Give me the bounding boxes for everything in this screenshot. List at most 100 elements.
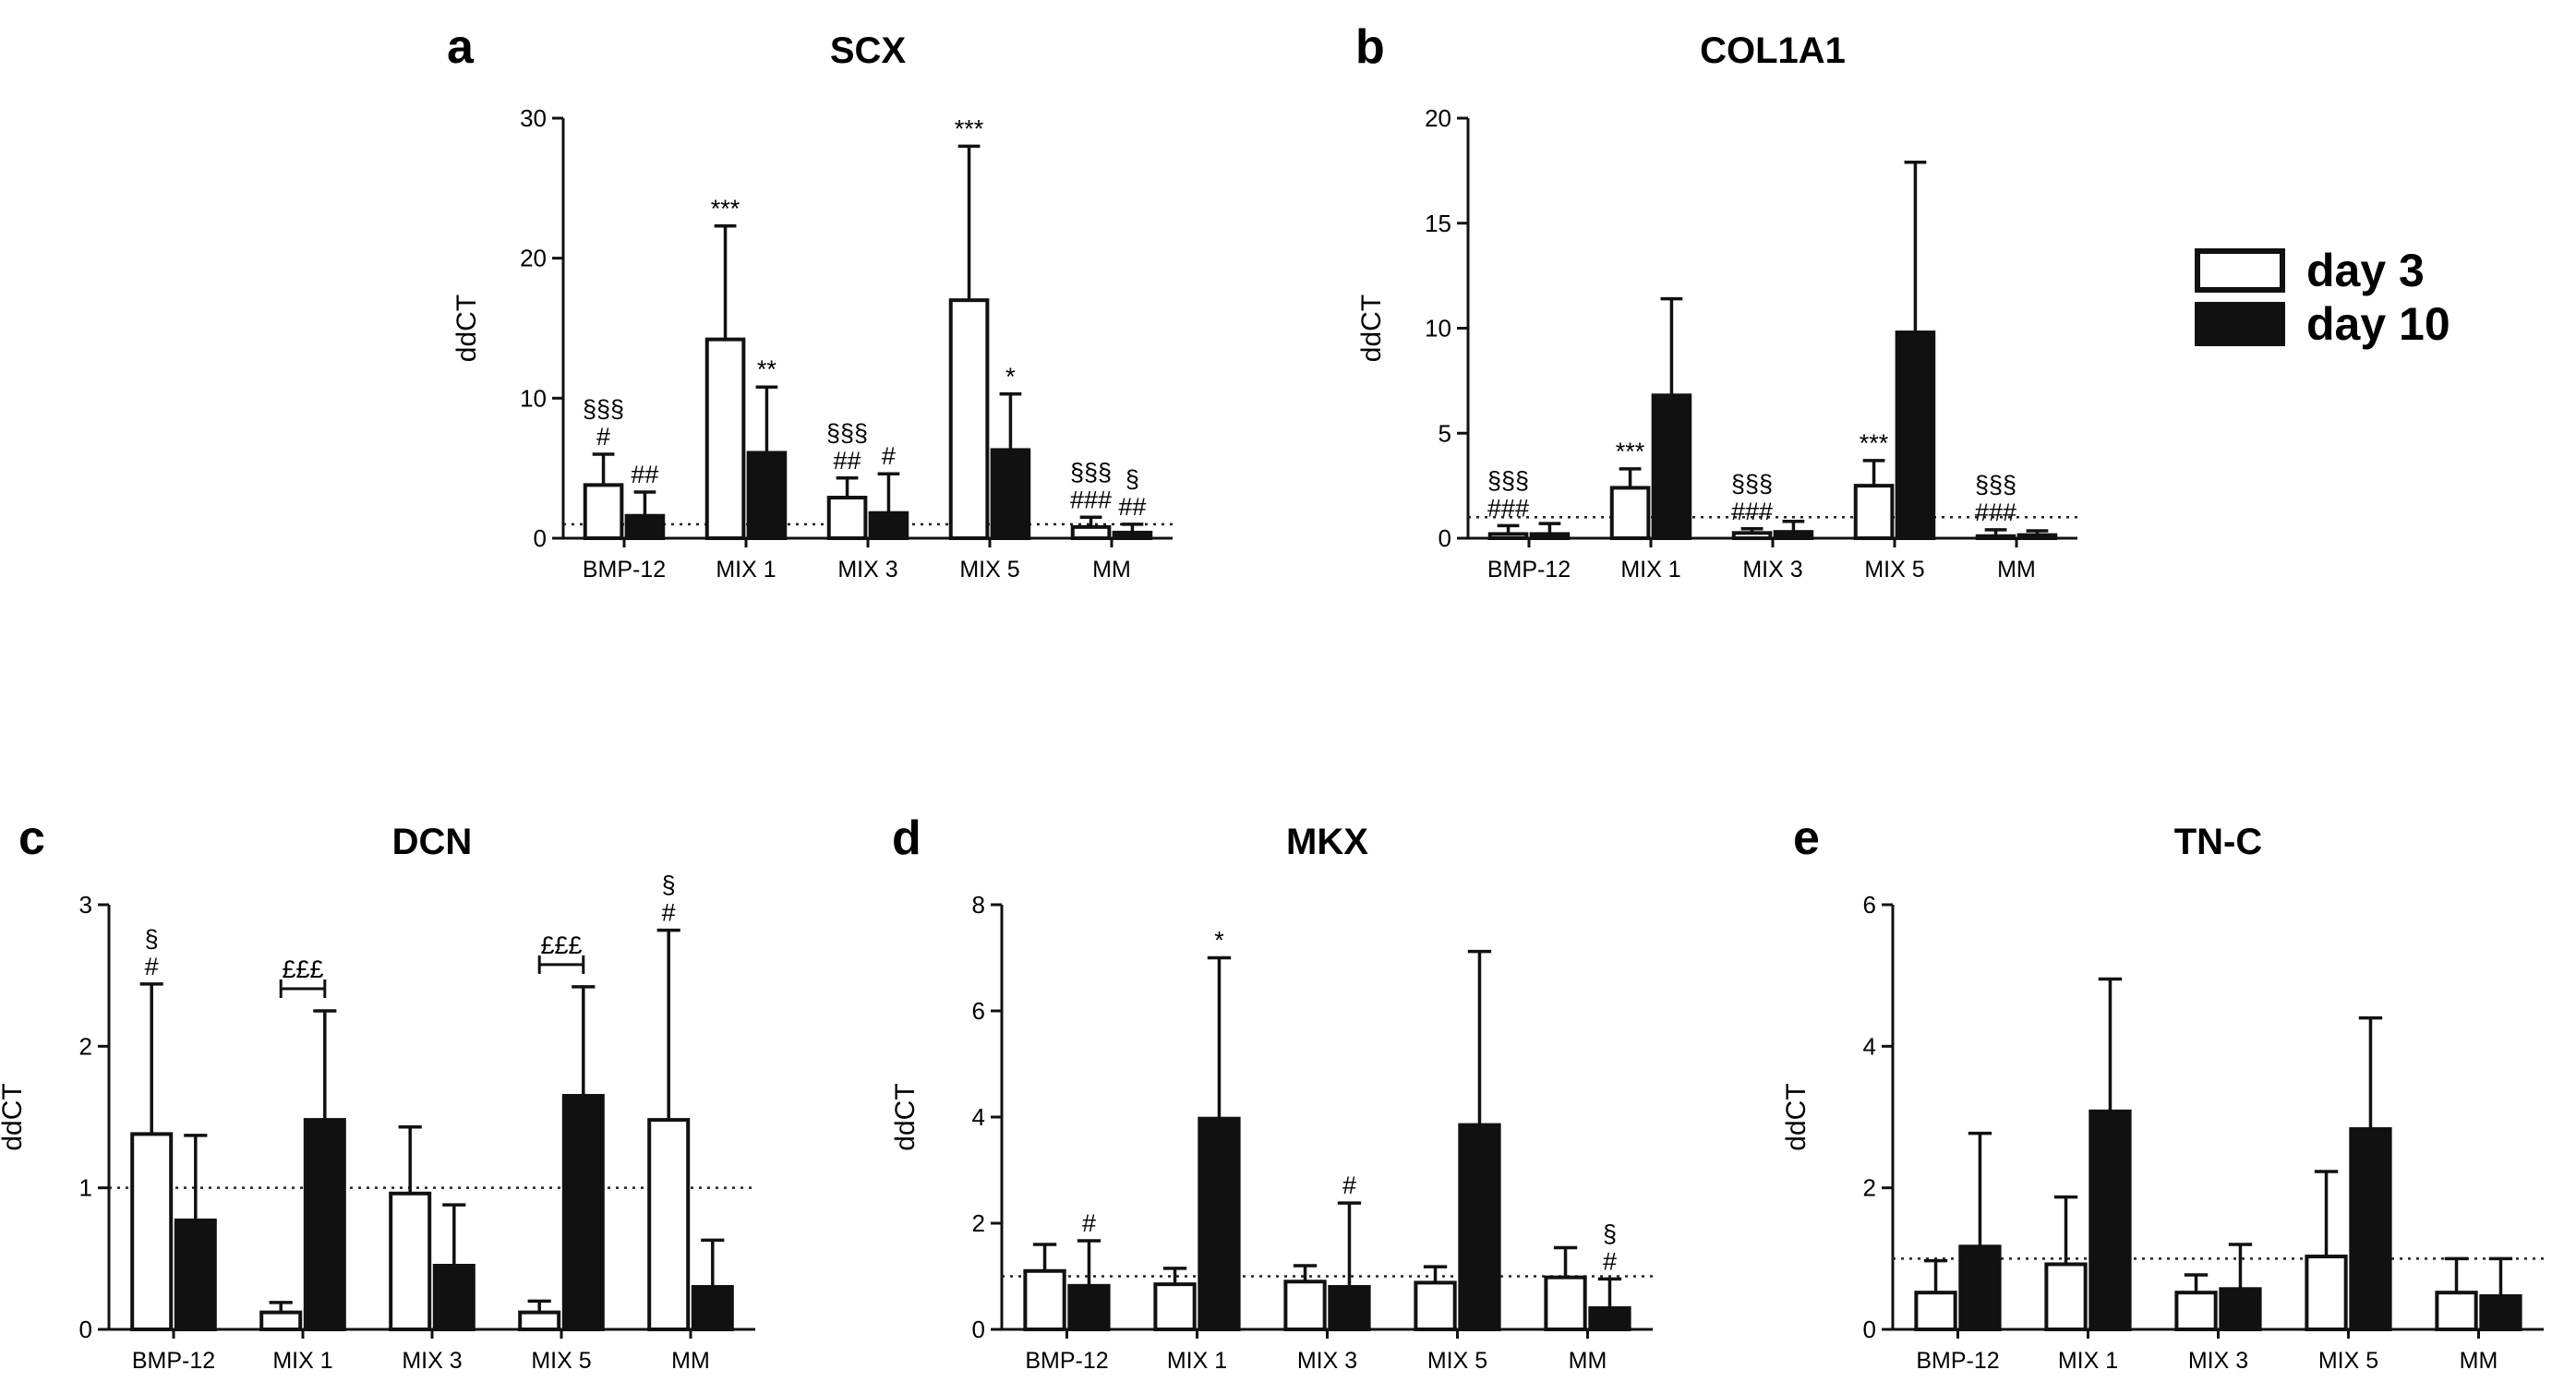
y-tick-label: 30 (520, 104, 547, 132)
bar-day3 (1153, 1282, 1197, 1331)
significance-marker: §§§ (583, 395, 624, 423)
x-tick-label: MIX 5 (959, 557, 1019, 583)
significance-marker: # (662, 899, 676, 927)
bar-day3 (1609, 486, 1651, 541)
x-tick-label: BMP-12 (132, 1348, 215, 1374)
bar-day3 (583, 483, 624, 540)
x-tick-label: BMP-12 (1916, 1348, 1999, 1374)
bar-day10 (2016, 533, 2058, 541)
y-tick-label: 8 (972, 891, 985, 919)
x-tick-label: MIX 1 (272, 1348, 332, 1374)
bar-day3 (2305, 1255, 2348, 1331)
significance-marker: §§§ (1975, 471, 2016, 499)
significance-marker: § (145, 925, 159, 953)
y-tick-label: 3 (79, 891, 92, 919)
chart-title: TN-C (2174, 822, 2263, 862)
bar-day3 (1731, 531, 1773, 540)
significance-marker: ### (1731, 498, 1773, 525)
panel-d: d MKX ddCT 0 2 4 6 8 BMP-12 MIX 1 MIX 3 MIX 5 MM # * # #… (890, 811, 1653, 1374)
bar-day3 (389, 1191, 432, 1332)
y-axis-label: ddCT (0, 1083, 28, 1150)
significance-marker: *** (1860, 429, 1889, 457)
bar-day10 (1651, 393, 1692, 540)
chart-title: COL1A1 (1700, 30, 1846, 71)
chart-title: DCN (392, 822, 473, 862)
panel-e: e TN-C ddCT 0 2 4 6 BMP-12 MIX 1 MIX 3 MIX 5 MM (1781, 811, 2544, 1374)
bar-day3 (1070, 524, 1112, 540)
y-axis-label: ddCT (451, 294, 482, 362)
bar-day10 (1458, 1123, 1501, 1331)
bar-day3 (1975, 534, 2016, 540)
panel-letter: d (892, 811, 921, 865)
significance-marker: # (145, 953, 159, 980)
significance-marker: # (1082, 1209, 1096, 1237)
significance-marker: ## (631, 461, 658, 488)
bar-day10 (1067, 1283, 1111, 1331)
y-tick-label: 0 (1438, 524, 1451, 552)
x-tick-label: MM (1569, 1348, 1607, 1374)
y-tick-label: 0 (534, 524, 547, 552)
significance-marker: *** (1616, 438, 1645, 465)
x-tick-label: MIX 3 (1297, 1348, 1357, 1374)
bar-day3 (948, 298, 990, 540)
significance-marker: # (1603, 1247, 1617, 1275)
bar-day3 (1023, 1268, 1066, 1331)
panel-letter: e (1793, 811, 1820, 865)
x-tick-label: MIX 5 (2318, 1348, 2378, 1374)
bar-day3 (1914, 1291, 1957, 1331)
x-tick-label: MIX 5 (531, 1348, 591, 1374)
significance-marker: §§§ (1487, 466, 1529, 494)
bar-day10 (432, 1264, 475, 1331)
x-tick-label: MIX 1 (716, 557, 776, 583)
x-tick-label: BMP-12 (1487, 557, 1571, 583)
comparison-label: £££ (282, 955, 323, 983)
y-axis-label: ddCT (1781, 1083, 1812, 1150)
chart-title: SCX (830, 30, 907, 71)
y-tick-label: 10 (520, 384, 547, 412)
bar-day10 (1529, 532, 1571, 541)
y-tick-label: 5 (1438, 419, 1451, 447)
y-tick-label: 15 (1425, 210, 1451, 237)
bar-day10 (746, 451, 788, 541)
bar-day10 (2088, 1109, 2132, 1332)
y-tick-label: 4 (1863, 1032, 1876, 1060)
bar-day3 (647, 1118, 691, 1331)
bar-day3 (2044, 1262, 2088, 1332)
x-tick-label: MM (1997, 557, 2036, 583)
x-tick-label: BMP-12 (1025, 1348, 1108, 1374)
bar-day10 (2349, 1127, 2392, 1331)
significance-marker: # (1342, 1172, 1356, 1199)
significance-marker: ### (1070, 486, 1112, 513)
bar-day3 (826, 496, 868, 540)
y-tick-label: 0 (79, 1316, 92, 1343)
bar-day3 (1853, 484, 1895, 540)
bar-day10 (1328, 1285, 1371, 1331)
significance-marker: §§§ (1731, 470, 1773, 498)
bar-day10 (1112, 530, 1153, 541)
bar-day3 (1414, 1280, 1457, 1332)
bar-day3 (2174, 1291, 2218, 1331)
y-tick-label: 1 (79, 1174, 92, 1202)
legend-label-day10: day 10 (2306, 298, 2450, 350)
bar-day3 (518, 1310, 561, 1331)
x-tick-label: MIX 1 (2058, 1348, 2118, 1374)
bar-day10 (174, 1218, 217, 1332)
bar-day10 (561, 1094, 605, 1331)
significance-marker: § (1603, 1220, 1617, 1247)
bar-day3 (1487, 532, 1529, 541)
significance-marker: ### (1975, 499, 2016, 526)
bar-day3 (704, 337, 746, 540)
bar-day3 (1544, 1275, 1587, 1332)
x-tick-label: MIX 3 (2188, 1348, 2248, 1374)
y-axis-label: ddCT (890, 1083, 921, 1150)
x-tick-label: MIX 3 (837, 557, 897, 583)
bar-day10 (303, 1118, 346, 1331)
y-axis-label: ddCT (1356, 294, 1387, 362)
y-tick-label: 20 (520, 245, 547, 272)
bar-day10 (1198, 1116, 1241, 1331)
legend-label-day3: day 3 (2306, 245, 2425, 296)
significance-marker: # (596, 423, 610, 451)
bar-day3 (130, 1132, 174, 1332)
significance-marker: ** (757, 355, 777, 383)
